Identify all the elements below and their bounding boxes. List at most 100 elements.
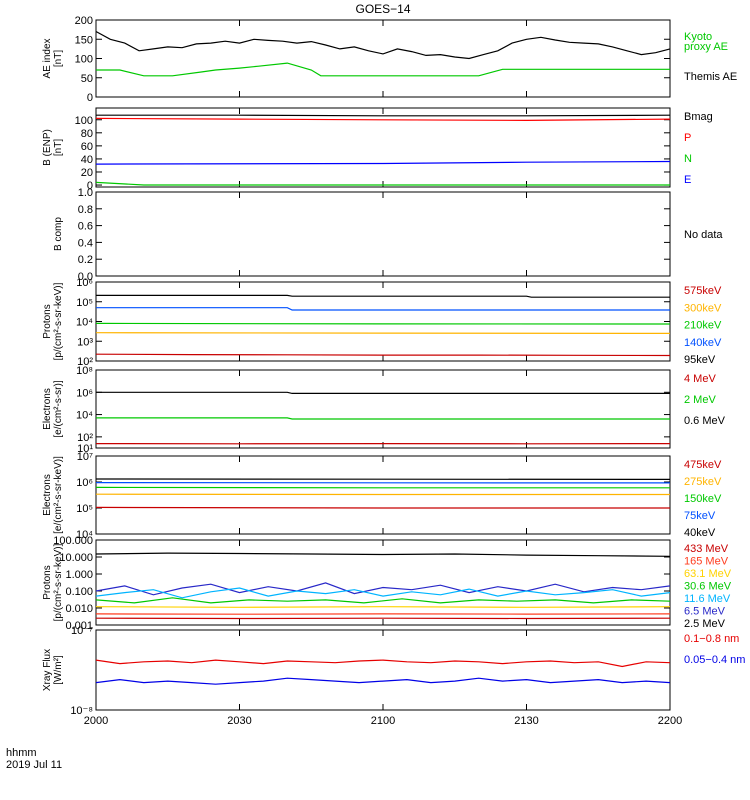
y-axis-label: [p/(cm²-s-sr-keV)] bbox=[53, 282, 64, 360]
series-line-electrons_high-1 bbox=[96, 417, 670, 420]
y-axis-label: [e/(cm²-s-sr-keV)] bbox=[53, 456, 64, 534]
panel-frame bbox=[95, 191, 671, 277]
y-axis-label: Electrons bbox=[42, 388, 53, 430]
legend-entry: 140keV bbox=[684, 337, 722, 349]
y-axis-label: [nT] bbox=[53, 50, 64, 67]
series-line-protons_low-1 bbox=[96, 307, 670, 311]
legend-entry: 275keV bbox=[684, 476, 722, 488]
plot-title: GOES−14 bbox=[355, 2, 410, 16]
x-tick-label: 2200 bbox=[658, 715, 682, 727]
series-line-xray-1 bbox=[95, 677, 671, 685]
panel-protons_high: 0.001 0.010 0.100 1.000 10.000 100.000 Protons… bbox=[42, 535, 732, 632]
series-line-protons_low-0 bbox=[96, 294, 670, 298]
legend-entry: 63.1 MeV bbox=[684, 568, 732, 580]
y-tick-label: 10⁴ bbox=[76, 317, 93, 329]
x-tick-label: 2130 bbox=[514, 715, 538, 727]
y-axis-label: [p/(cm²-s-sr-keV)] bbox=[53, 543, 64, 621]
y-tick-label: 10¹ bbox=[77, 443, 93, 455]
legend-entry: 6.5 MeV bbox=[684, 606, 726, 618]
legend-entry: E bbox=[684, 174, 691, 186]
y-tick-label: 60 bbox=[81, 141, 93, 153]
y-tick-label: 10² bbox=[77, 432, 93, 444]
legend-entry: 0.6 MeV bbox=[684, 415, 726, 427]
y-axis-label: Electrons bbox=[42, 474, 53, 516]
panel-protons_low: 10² 10³ 10⁴ 10⁵ 10⁶ Protons [p/(cm²-s-sr-keV)]… bbox=[42, 277, 722, 368]
y-tick-label: 0.4 bbox=[78, 237, 93, 249]
y-tick-label: 10⁵ bbox=[76, 297, 93, 309]
legend-entry: P bbox=[684, 132, 691, 144]
panel-electrons_low: 10⁴ 10⁵ 10⁶ 10⁷ Electrons [e/(cm²-s-sr-keV)] 4… bbox=[42, 451, 722, 541]
x-caption-units: hhmm bbox=[6, 747, 37, 759]
series-line-xray-0 bbox=[95, 659, 671, 668]
series-line-protons_high-1 bbox=[95, 582, 671, 596]
y-tick-label: 0.100 bbox=[65, 586, 93, 598]
y-tick-label: 10⁶ bbox=[76, 387, 93, 399]
y-tick-label: 100 bbox=[75, 54, 93, 66]
series-line-b_enp-2 bbox=[95, 181, 670, 186]
y-tick-label: 1.000 bbox=[65, 569, 93, 581]
legend-entry: 4 MeV bbox=[684, 373, 716, 385]
y-tick-label: 10⁷ bbox=[77, 451, 93, 463]
y-axis-label: Protons bbox=[42, 304, 53, 338]
y-tick-label: 10.000 bbox=[59, 552, 93, 564]
legend-entry: 11.6 MeV bbox=[684, 593, 731, 605]
y-tick-label: 20 bbox=[81, 167, 93, 179]
y-tick-label: 10² bbox=[77, 356, 93, 368]
y-tick-label: 10⁴ bbox=[76, 410, 93, 422]
y-axis-label: B comp bbox=[53, 217, 64, 251]
legend-entry: 210keV bbox=[684, 320, 722, 332]
y-tick-label: 0.2 bbox=[78, 254, 93, 266]
y-tick-label: 10⁴ bbox=[76, 529, 93, 541]
series-line-protons_low-4 bbox=[95, 353, 671, 357]
y-tick-label: 0.010 bbox=[65, 603, 93, 615]
panel-b_comp: 0.0 0.2 0.4 0.6 0.8 1.0 B comp No data bbox=[53, 187, 723, 283]
y-axis-label: AE index bbox=[42, 38, 53, 78]
legend-entry: 300keV bbox=[684, 302, 722, 314]
y-tick-label: 200 bbox=[75, 15, 93, 27]
panel-frame bbox=[95, 369, 671, 449]
y-tick-label: 10³ bbox=[77, 336, 93, 348]
series-line-b_enp-3 bbox=[95, 160, 671, 165]
y-tick-label: 10⁶ bbox=[76, 477, 93, 489]
y-axis-label: Protons bbox=[42, 565, 53, 599]
series-line-protons_high-4 bbox=[95, 606, 671, 608]
y-tick-label: 150 bbox=[75, 34, 93, 46]
legend-entry: 0.1−0.8 nm bbox=[684, 633, 739, 645]
y-tick-label: 40 bbox=[81, 154, 93, 166]
no-data-label: No data bbox=[684, 229, 723, 241]
y-tick-label: 10⁻⁷ bbox=[71, 625, 93, 637]
y-tick-label: 100.000 bbox=[53, 535, 93, 547]
legend-entry: Themis AE bbox=[684, 71, 737, 83]
series-line-ae-1 bbox=[96, 62, 670, 77]
series-line-electrons_high-0 bbox=[96, 391, 670, 394]
series-line-b_enp-1 bbox=[95, 117, 671, 122]
legend-entry: 40keV bbox=[684, 527, 716, 539]
y-tick-label: 1.0 bbox=[78, 187, 93, 199]
legend-entry: 2.5 MeV bbox=[684, 618, 726, 630]
series-line-protons_low-2 bbox=[95, 322, 671, 325]
x-tick-label: 2030 bbox=[227, 715, 251, 727]
series-line-protons_high-2 bbox=[95, 587, 671, 599]
panel-frame bbox=[95, 281, 671, 362]
legend-entry: Kyoto bbox=[684, 31, 712, 43]
y-tick-label: 50 bbox=[81, 73, 93, 85]
series-line-electrons_low-4 bbox=[95, 506, 670, 509]
y-tick-label: 10⁸ bbox=[76, 365, 93, 377]
legend-entry: 75keV bbox=[684, 510, 716, 522]
legend-entry: Bmag bbox=[684, 111, 713, 123]
x-tick-label: 2000 bbox=[84, 715, 108, 727]
legend-entry: 30.6 MeV bbox=[684, 581, 732, 593]
y-tick-label: 0 bbox=[87, 92, 93, 104]
series-line-protons_low-3 bbox=[95, 332, 671, 334]
y-axis-label: [W/m²] bbox=[53, 655, 64, 685]
legend-entry: 95keV bbox=[684, 354, 716, 366]
legend-entry: 575keV bbox=[684, 285, 722, 297]
x-caption-date: 2019 Jul 11 bbox=[6, 759, 62, 771]
y-tick-label: 0 bbox=[87, 180, 93, 192]
y-axis-label: [e/(cm²-s-sr)] bbox=[53, 380, 64, 437]
